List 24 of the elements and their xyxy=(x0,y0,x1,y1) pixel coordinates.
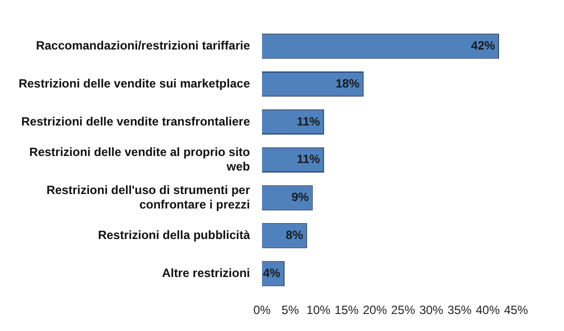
x-tick-label: 5% xyxy=(282,303,300,318)
y-tick-label: Restrizioni dell'uso di strumenti per confrontare i prezzi xyxy=(46,182,250,212)
y-tick-label: Restrizioni delle vendite sui marketplace xyxy=(18,76,250,90)
x-tick-label: 20% xyxy=(362,303,388,318)
x-tick-label: 25% xyxy=(391,303,416,318)
x-tick-label: 0% xyxy=(253,303,271,318)
x-tick-label: 15% xyxy=(334,303,359,318)
data-label: 11% xyxy=(296,114,320,128)
x-tick-label: 35% xyxy=(448,303,472,318)
x-tick-label: 45% xyxy=(504,303,528,318)
x-tick-label: 10% xyxy=(306,303,331,318)
data-label: 8% xyxy=(286,228,304,242)
y-tick-label: Raccomandazioni/restrizioni tariffarie xyxy=(36,38,250,52)
data-label: 18% xyxy=(336,76,360,90)
data-label: 9% xyxy=(291,190,310,204)
x-tick-label: 40% xyxy=(476,303,500,318)
x-tick-label: 30% xyxy=(419,303,444,318)
y-tick-label: Restrizioni delle vendite al proprio sito web xyxy=(29,145,250,174)
y-tick-label: Altre restrizioni xyxy=(162,266,250,280)
y-tick-label: Restrizioni delle vendite transfrontaliere xyxy=(21,114,250,128)
data-label: 42% xyxy=(471,38,496,52)
data-label: 4% xyxy=(263,266,281,280)
data-label: 11% xyxy=(296,152,320,166)
y-tick-label: Restrizioni della pubblicità xyxy=(98,228,250,242)
